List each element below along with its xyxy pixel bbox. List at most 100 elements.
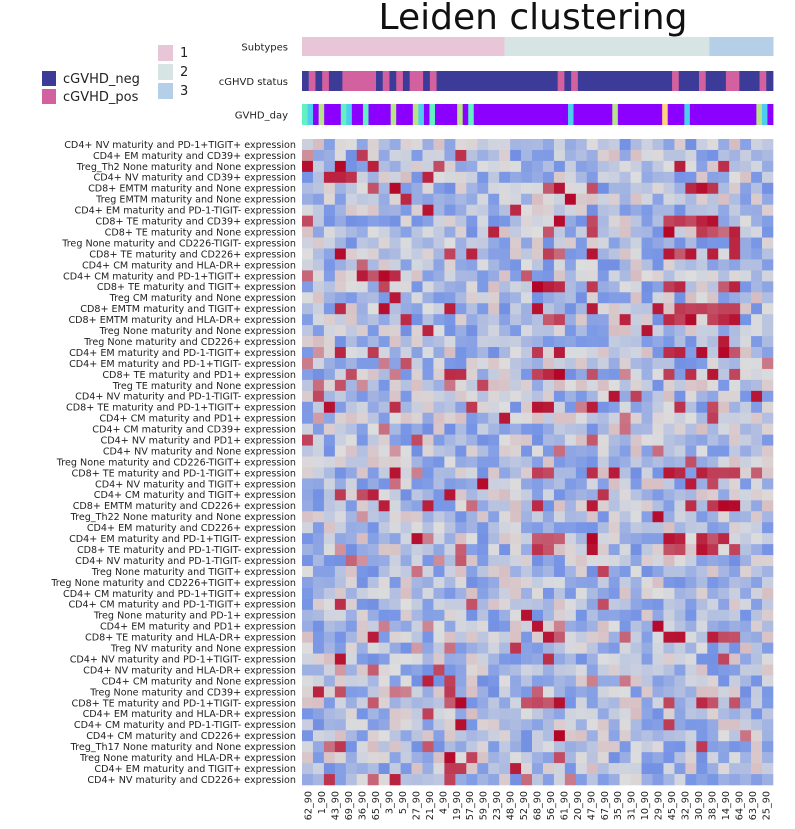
heat-cell: [597, 752, 609, 764]
heat-cell: [422, 182, 434, 195]
heat-cell: [389, 434, 401, 446]
heat-cell: [433, 292, 445, 304]
heat-cell: [597, 631, 609, 643]
heat-cell: [477, 139, 489, 151]
heat-cell: [323, 325, 336, 337]
heat-cell: [597, 653, 609, 665]
heat-cell: [685, 741, 697, 753]
status-cell: [524, 71, 532, 91]
column-label: 1_90: [317, 791, 328, 814]
heat-cell: [499, 653, 511, 665]
heat-cell: [575, 434, 588, 446]
heat-cell: [707, 303, 719, 315]
heat-cell: [751, 511, 763, 523]
heat-cell: [466, 303, 478, 315]
heat-cell: [663, 511, 675, 523]
heat-cell: [466, 445, 478, 457]
heat-cell: [488, 500, 500, 512]
heat-cell: [663, 522, 675, 534]
heat-cell: [652, 204, 664, 216]
heat-cell: [751, 642, 763, 654]
heat-cell: [499, 237, 511, 249]
heat-cell: [685, 215, 697, 227]
heat-cell: [718, 544, 730, 556]
heat-cell: [564, 215, 577, 227]
heat-cell: [510, 182, 522, 195]
gvhd-day-cell: [595, 104, 602, 125]
heat-cell: [630, 697, 642, 709]
heat-cell: [433, 368, 445, 381]
heat-cell: [378, 697, 390, 709]
heat-cell: [553, 357, 566, 370]
status-cell: [618, 71, 626, 91]
heat-cell: [685, 653, 697, 665]
heat-cell: [608, 423, 620, 435]
heat-cell: [477, 445, 489, 457]
heat-cell: [729, 456, 741, 468]
heat-cell: [302, 325, 314, 337]
heat-cell: [312, 368, 325, 381]
heat-cell: [564, 686, 577, 698]
heat-cell: [751, 336, 763, 348]
heat-cell: [718, 368, 730, 381]
heat-cell: [663, 598, 675, 611]
heat-cell: [477, 763, 489, 775]
heat-cell: [510, 730, 522, 742]
heat-cell: [444, 664, 456, 676]
heat-cell: [729, 642, 741, 654]
heat-cell: [499, 357, 511, 370]
heat-cell: [302, 631, 314, 643]
heat-cell: [510, 248, 522, 260]
heat-cell: [323, 303, 336, 315]
heat-cell: [729, 423, 741, 435]
heat-cell: [586, 303, 599, 315]
gvhd-day-cell: [501, 104, 508, 125]
gvhd-day-cell: [756, 104, 763, 125]
heat-cell: [564, 566, 577, 578]
heat-cell: [564, 697, 577, 709]
heat-cell: [564, 390, 577, 403]
heat-cell: [597, 719, 609, 731]
heat-cell: [433, 609, 445, 622]
heat-cell: [499, 774, 511, 786]
heat-cell: [389, 500, 401, 512]
heat-cell: [762, 215, 774, 227]
heat-cell: [685, 204, 697, 216]
heat-cell: [367, 631, 379, 643]
heat-cell: [707, 642, 719, 654]
heat-cell: [433, 730, 445, 742]
heat-cell: [652, 752, 664, 764]
heat-cell: [542, 292, 555, 304]
heat-cell: [553, 609, 566, 622]
heat-cell: [641, 544, 653, 556]
heat-cell: [521, 478, 533, 490]
heat-cell: [729, 664, 741, 676]
heat-cell: [729, 511, 741, 523]
heat-cell: [389, 664, 401, 676]
heat-cell: [499, 412, 511, 424]
heat-cell: [641, 631, 653, 643]
heat-cell: [652, 719, 664, 731]
status-cell: [712, 71, 720, 91]
heat-cell: [323, 686, 336, 698]
heat-cell: [334, 664, 347, 676]
gvhd-day-cell: [540, 104, 547, 125]
heat-cell: [532, 697, 544, 709]
heat-cell: [422, 511, 434, 523]
heat-cell: [553, 489, 566, 501]
heat-cell: [367, 379, 379, 392]
heat-cell: [597, 237, 609, 249]
gvhd-day-cell: [518, 104, 525, 125]
heat-cell: [586, 642, 599, 654]
heat-cell: [718, 193, 730, 205]
heat-cell: [302, 445, 314, 457]
heat-cell: [652, 576, 664, 589]
heat-cell: [674, 664, 686, 676]
heat-cell: [312, 379, 325, 392]
status-cell: [631, 71, 639, 91]
heat-cell: [729, 620, 741, 633]
heat-cell: [619, 730, 631, 742]
heat-cell: [762, 598, 774, 611]
gvhd-day-cell: [634, 104, 641, 125]
heat-cell: [586, 752, 599, 764]
